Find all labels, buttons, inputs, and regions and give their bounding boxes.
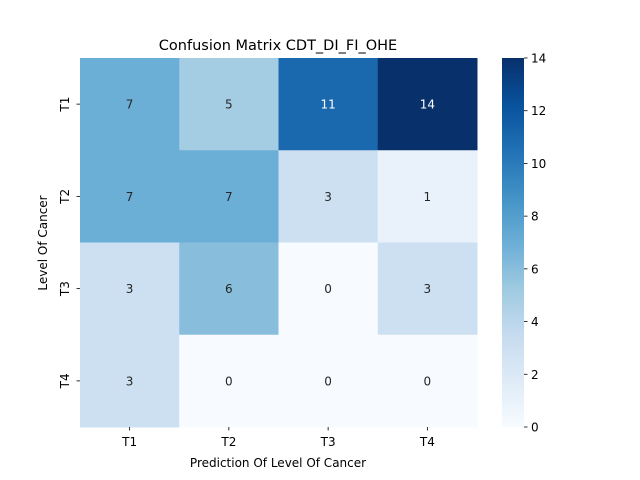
x-tick-label: T4 — [419, 435, 435, 449]
colorbar-tick-label: 12 — [531, 104, 546, 118]
colorbar-tick-label: 2 — [531, 368, 539, 382]
cell-value-label: 7 — [225, 190, 233, 204]
y-axis-ticks: T1 T2 T3 T4 — [58, 97, 80, 389]
heatmap-annotations: 7 5 11 14 7 7 3 1 3 6 0 3 3 0 0 0 — [126, 98, 435, 389]
heatmap-cell — [278, 150, 379, 243]
y-tick-label: T4 — [58, 373, 72, 389]
x-tick-label: T3 — [320, 435, 336, 449]
chart-title: Confusion Matrix CDT_DI_FI_OHE — [159, 38, 397, 54]
cell-value-label: 0 — [225, 374, 233, 388]
heatmap-cell — [179, 242, 279, 336]
cell-value-label: 3 — [126, 374, 134, 388]
y-tick-label: T3 — [58, 281, 72, 297]
colorbar — [502, 58, 524, 427]
cell-value-label: 11 — [320, 98, 335, 112]
cell-value-label: 3 — [126, 282, 134, 296]
heatmap-cell — [80, 150, 180, 243]
cell-value-label: 7 — [126, 190, 134, 204]
cell-value-label: 7 — [126, 98, 134, 112]
colorbar-tick-label: 6 — [531, 262, 539, 276]
cell-value-label: 1 — [424, 190, 432, 204]
cell-value-label: 6 — [225, 282, 233, 296]
cell-value-label: 14 — [420, 98, 435, 112]
cell-value-label: 0 — [324, 282, 332, 296]
heatmap-cell — [377, 334, 478, 428]
heatmap-cell — [377, 150, 478, 243]
cell-value-label: 5 — [225, 98, 233, 112]
heatmap-cell — [80, 242, 180, 336]
heatmap-cell — [377, 58, 478, 151]
y-axis-label: Level Of Cancer — [36, 195, 50, 290]
y-tick-label: T1 — [58, 97, 72, 113]
cell-value-label: 3 — [324, 190, 332, 204]
colorbar-tick-label: 14 — [531, 52, 546, 66]
heatmap-cell — [179, 334, 279, 428]
heatmap-cells — [80, 58, 478, 428]
heatmap-cell — [179, 58, 279, 151]
heatmap-cell — [80, 334, 180, 428]
x-tick-label: T1 — [121, 435, 137, 449]
heatmap-cell — [278, 242, 379, 336]
heatmap-cell — [377, 242, 478, 336]
colorbar-ticks: 0 2 4 6 8 10 12 14 — [524, 52, 546, 435]
heatmap-cell — [278, 58, 379, 151]
cell-value-label: 0 — [424, 374, 432, 388]
heatmap-cell — [278, 334, 379, 428]
x-tick-label: T2 — [220, 435, 236, 449]
cell-value-label: 3 — [424, 282, 432, 296]
heatmap-cell — [80, 58, 180, 151]
heatmap-cell — [179, 150, 279, 243]
x-axis-ticks: T1 T2 T3 T4 — [121, 427, 435, 449]
y-tick-label: T2 — [58, 189, 72, 205]
colorbar-tick-label: 0 — [531, 421, 539, 435]
cell-value-label: 0 — [324, 374, 332, 388]
colorbar-tick-label: 8 — [531, 210, 539, 224]
x-axis-label: Prediction Of Level Of Cancer — [190, 456, 366, 470]
colorbar-tick-label: 10 — [531, 157, 546, 171]
colorbar-tick-label: 4 — [531, 315, 539, 329]
